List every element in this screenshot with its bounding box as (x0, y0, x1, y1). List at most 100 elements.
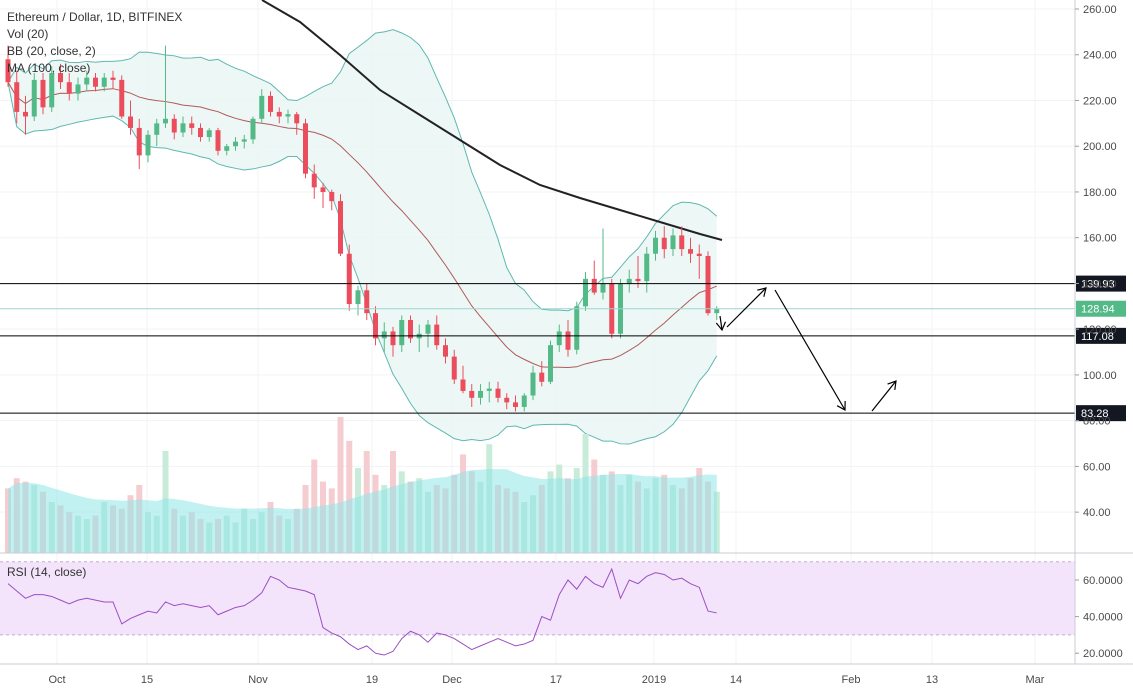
candle-body (513, 402, 518, 407)
candle-body (338, 201, 343, 254)
arrow-segment (774, 289, 846, 411)
rsi-tick-label: 20.0000 (1083, 648, 1123, 660)
candle-body (670, 235, 676, 250)
candle-body (635, 278, 641, 282)
candle-body (294, 114, 300, 124)
candle-body (661, 237, 667, 250)
candle-body (75, 84, 81, 94)
candle-body (530, 372, 536, 396)
candle-body (206, 130, 212, 138)
candle-body (303, 123, 308, 174)
candle-body (521, 395, 527, 407)
candle-body (469, 390, 475, 398)
rsi-band (0, 561, 1075, 635)
candle-body (451, 356, 457, 380)
last-price-tag-bg (1076, 300, 1126, 317)
bollinger-bands (7, 29, 718, 445)
candle-body (425, 324, 431, 334)
candle-body (285, 114, 291, 117)
candle-body (495, 388, 501, 398)
candle-body (136, 127, 142, 156)
level-tag-label: 83.28 (1081, 408, 1109, 420)
candle-body (23, 111, 28, 117)
volume-bar (346, 440, 353, 553)
volume-bar (337, 417, 344, 553)
candle-body (119, 79, 125, 117)
arrow-segment (719, 315, 723, 331)
candle-body (346, 253, 352, 305)
candle-body (600, 283, 606, 293)
candle-body (241, 139, 247, 142)
candle-body (443, 345, 448, 357)
candle-body (58, 73, 63, 83)
volume-ma-area (8, 469, 717, 553)
candle-body (434, 324, 440, 346)
rsi-tick-label: 40.0000 (1083, 612, 1123, 624)
level-tag: 139.93 (1076, 275, 1126, 292)
candlesticks (5, 45, 720, 412)
time-tick-label: 17 (550, 674, 562, 686)
level-tag: 83.28 (1076, 405, 1126, 422)
bollinger-fill (8, 29, 717, 445)
level-tag-label: 139.93 (1081, 279, 1115, 291)
candle-body (705, 255, 711, 314)
candle-body (373, 313, 378, 339)
candle-body (696, 253, 702, 256)
last-price-tag-label: 128.94 (1081, 304, 1115, 316)
candle-body (128, 116, 133, 128)
candle-body (504, 397, 510, 403)
candle-body (486, 388, 492, 391)
candle-body (49, 73, 55, 108)
candle-body (714, 308, 720, 314)
time-tick-label: Feb (842, 674, 861, 686)
candle-body (390, 331, 396, 346)
moving-average-100 (261, 0, 723, 241)
chart-title: Ethereum / Dollar, 1D, BITFINEX (7, 10, 182, 24)
candle-body (565, 331, 571, 350)
arrow-segment (871, 380, 897, 412)
candle-body (110, 77, 116, 80)
candle-body (591, 278, 597, 293)
rsi-tick-label: 60.0000 (1083, 575, 1123, 587)
candle-body (40, 79, 46, 108)
candle-body (14, 82, 20, 112)
price-tick-label: 100.00 (1083, 370, 1117, 382)
price-tick-label: 140.00 (1083, 278, 1117, 290)
candle-body (215, 130, 221, 151)
time-tick-label: Nov (248, 674, 268, 686)
candle-body (84, 77, 90, 85)
time-tick-label: Oct (48, 674, 65, 686)
price-tick-label: 80.00 (1083, 416, 1111, 428)
candle-body (180, 123, 186, 133)
legend-ma: MA (100, close) (7, 61, 90, 75)
price-tick-label: 200.00 (1083, 141, 1117, 153)
price-tick-label: 120.00 (1083, 324, 1117, 336)
candle-body (364, 290, 370, 314)
ma100-line (261, 0, 723, 241)
projection-arrows (715, 287, 897, 412)
candle-body (583, 278, 588, 307)
candle-body (399, 320, 405, 346)
price-tick-label: 60.00 (1083, 461, 1111, 473)
candle-body (556, 331, 562, 346)
candle-body (688, 249, 693, 254)
time-tick-label: 2019 (642, 674, 666, 686)
candle-body (101, 77, 107, 87)
candle-body (653, 237, 658, 254)
volume-bars (5, 417, 720, 553)
candle-body (574, 306, 580, 350)
candle-body (381, 331, 387, 339)
arrow-head (887, 380, 897, 391)
time-tick-label: 14 (730, 674, 742, 686)
candle-body (66, 82, 72, 94)
candle-body (31, 79, 37, 117)
candle-body (5, 59, 11, 83)
candle-body (233, 141, 238, 147)
candle-body (355, 290, 361, 305)
legend-volume: Vol (20) (7, 27, 48, 41)
candle-body (171, 118, 177, 133)
candle-body (250, 118, 256, 140)
time-tick-label: 19 (366, 674, 378, 686)
legend-rsi: RSI (14, close) (7, 565, 86, 579)
